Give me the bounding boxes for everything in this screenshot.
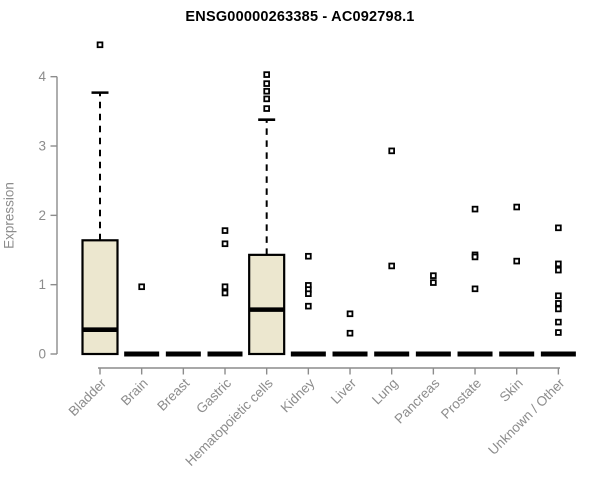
x-tick-label: Breast [154, 375, 192, 413]
outlier-point [346, 329, 354, 337]
outlier-point [513, 257, 520, 265]
boxplot-zero-bar [290, 351, 326, 357]
x-tick-label: Brain [118, 376, 151, 409]
boxplot-box [248, 253, 286, 356]
x-tick-label: Lung [369, 376, 401, 408]
x-tick-label: Gastric [193, 375, 234, 416]
x-tick-label: Pancreas [392, 375, 443, 426]
y-tick-label: 1 [38, 277, 46, 292]
outlier-point [305, 302, 312, 310]
boxplot-zero-bar [415, 351, 451, 357]
outlier-point [555, 305, 562, 313]
outlier-point [555, 266, 562, 274]
outlier-point [263, 87, 270, 95]
outlier-point [138, 283, 145, 291]
outlier-point [555, 318, 562, 326]
x-tick-label: Kidney [278, 375, 318, 415]
outlier-point [263, 95, 270, 103]
chart-title: ENSG00000263385 - AC092798.1 [185, 9, 415, 25]
x-tick-label: Liver [328, 375, 360, 407]
boxplot-box [81, 239, 119, 356]
outlier-point [221, 227, 229, 234]
boxplot-zero-bar [124, 351, 160, 357]
boxplot-zero-bar [457, 351, 493, 357]
outlier-point [305, 252, 312, 260]
outlier-point [388, 147, 395, 155]
boxplot-zero-bar [332, 351, 368, 357]
y-tick-label: 3 [38, 139, 46, 154]
outlier-point [513, 203, 520, 211]
boxplot-zero-bar [540, 351, 576, 357]
outlier-point [221, 240, 229, 248]
outlier-point [555, 224, 562, 232]
outlier-point [221, 289, 229, 297]
y-tick-label: 2 [38, 208, 46, 223]
boxplot-zero-bar [165, 351, 201, 357]
outlier-point [471, 253, 479, 261]
x-tick-label: Prostate [438, 376, 484, 422]
outlier-point [96, 41, 104, 49]
outlier-point [555, 329, 562, 336]
outlier-point [555, 300, 562, 307]
outlier-point [471, 205, 479, 213]
outlier-point [471, 285, 479, 293]
outlier-point [388, 262, 395, 270]
outlier-point [555, 260, 562, 268]
outlier-point [430, 272, 437, 279]
boxplot-zero-bar [374, 351, 410, 357]
outlier-point [555, 292, 562, 300]
y-tick-label: 0 [38, 347, 46, 362]
y-tick-label: 4 [38, 69, 46, 84]
outlier-point [305, 290, 312, 297]
outlier-point [221, 283, 229, 291]
outlier-point [430, 279, 437, 286]
outlier-point [263, 71, 270, 78]
outlier-point [263, 105, 270, 112]
outlier-point [263, 80, 270, 87]
x-tick-label: Skin [497, 376, 526, 405]
boxplot-zero-bar [207, 351, 243, 357]
outlier-point [346, 310, 354, 318]
x-tick-label: Bladder [66, 375, 110, 419]
boxplot-zero-bar [499, 351, 535, 357]
x-tick-label: Unknown / Other [485, 375, 568, 458]
